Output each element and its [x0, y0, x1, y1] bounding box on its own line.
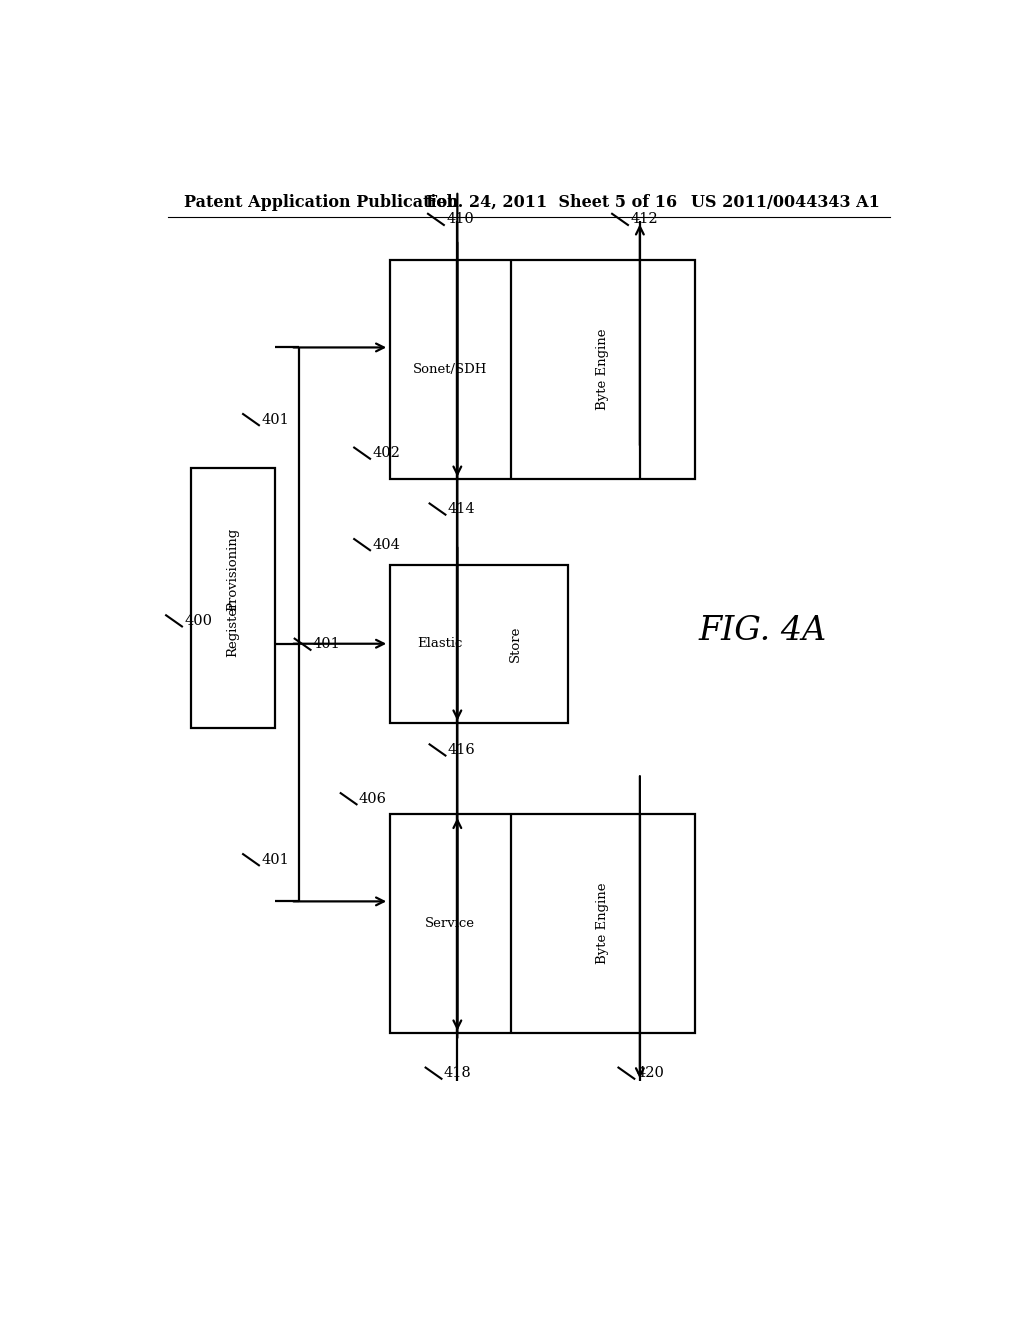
Text: 420: 420: [637, 1067, 665, 1080]
Text: Sonet/SDH: Sonet/SDH: [413, 363, 487, 376]
Text: Patent Application Publication: Patent Application Publication: [183, 194, 459, 211]
Text: 414: 414: [447, 502, 475, 516]
Text: 401: 401: [261, 853, 289, 867]
Text: Elastic: Elastic: [417, 638, 463, 651]
Bar: [390, 565, 568, 722]
Text: Store: Store: [508, 626, 521, 661]
Text: 410: 410: [446, 213, 474, 227]
Text: 404: 404: [373, 537, 400, 552]
Text: Feb. 24, 2011  Sheet 5 of 16: Feb. 24, 2011 Sheet 5 of 16: [426, 194, 677, 211]
Text: Byte Engine: Byte Engine: [597, 329, 609, 411]
Text: 412: 412: [631, 213, 658, 227]
Text: Register: Register: [226, 601, 240, 657]
Text: 416: 416: [447, 743, 475, 756]
Text: Byte Engine: Byte Engine: [597, 883, 609, 964]
Text: Service: Service: [425, 917, 475, 929]
Text: US 2011/0044343 A1: US 2011/0044343 A1: [691, 194, 881, 211]
Text: 418: 418: [443, 1067, 472, 1080]
Bar: [390, 814, 695, 1032]
Text: 401: 401: [261, 413, 289, 426]
Text: Provisioning: Provisioning: [226, 528, 240, 611]
Bar: [390, 260, 695, 479]
Text: 400: 400: [184, 614, 212, 628]
Bar: [191, 469, 274, 727]
Text: FIG. 4A: FIG. 4A: [698, 615, 827, 647]
Text: 402: 402: [373, 446, 400, 461]
Text: 406: 406: [359, 792, 387, 805]
Text: 401: 401: [313, 638, 341, 651]
